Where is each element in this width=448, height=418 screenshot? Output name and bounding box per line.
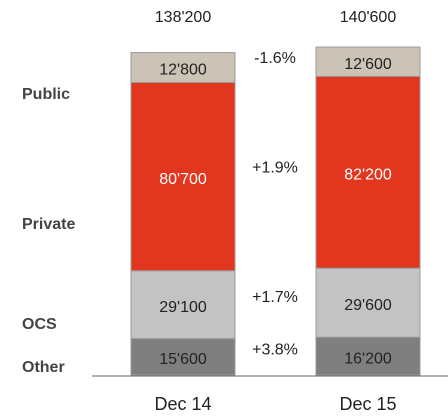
bar-segment <box>130 270 236 340</box>
bar-segment <box>130 81 236 272</box>
bar-segment <box>315 46 421 77</box>
value-label: 29'100 <box>159 299 207 316</box>
bar-segment <box>315 75 421 269</box>
change-label: +1.7% <box>252 289 298 306</box>
bar-segment <box>130 338 236 376</box>
bar-segment <box>315 267 421 338</box>
series-label: Private <box>22 216 75 233</box>
x-tick-label: Dec 15 <box>339 394 396 414</box>
value-label: 12'600 <box>344 56 392 73</box>
value-label: 29'600 <box>344 297 392 314</box>
series-label: Other <box>22 359 65 376</box>
value-label: 82'200 <box>344 166 392 183</box>
change-label: +1.9% <box>252 160 298 177</box>
total-label: 140'600 <box>340 9 397 26</box>
bar-segment <box>130 52 236 83</box>
change-label: -1.6% <box>254 50 296 67</box>
bar-segment <box>315 336 421 376</box>
series-label: OCS <box>22 316 57 333</box>
change-label: +3.8% <box>252 342 298 359</box>
value-label: 16'200 <box>344 350 392 367</box>
total-label: 138'200 <box>155 9 212 26</box>
value-label: 15'600 <box>159 351 207 368</box>
series-label: Public <box>22 86 70 103</box>
value-label: 12'800 <box>159 62 207 79</box>
value-label: 80'700 <box>159 171 207 188</box>
x-tick-label: Dec 14 <box>154 394 211 414</box>
